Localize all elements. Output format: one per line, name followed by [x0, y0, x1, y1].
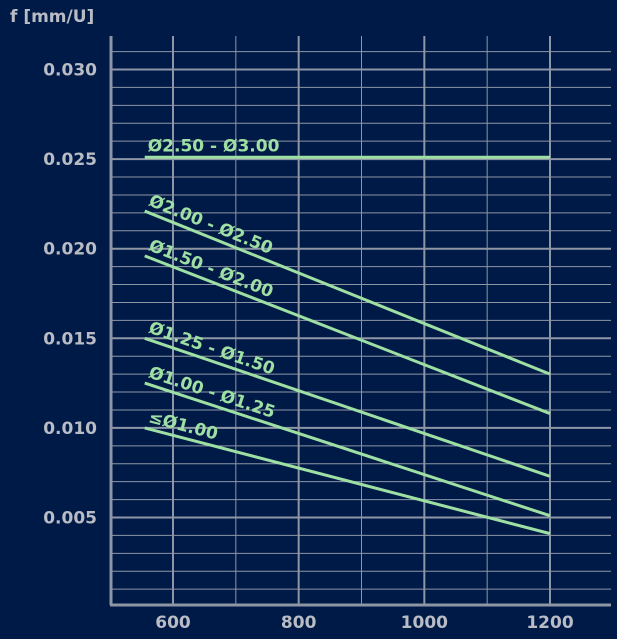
series-line — [144, 254, 551, 415]
grid — [111, 36, 611, 605]
series-lines — [144, 155, 551, 536]
y-tick-label: 0.015 — [43, 329, 97, 349]
series-line — [144, 209, 551, 376]
series-line — [144, 426, 551, 536]
y-tick-label: 0.025 — [43, 150, 97, 170]
x-tick-label: 800 — [281, 613, 317, 633]
y-tick-label: 0.020 — [43, 240, 97, 260]
axes: 0.005 0.010 0.015 0.020 0.025 0.030 600 800 1000… — [43, 36, 611, 633]
x-tick-label: 1200 — [526, 613, 573, 633]
y-axis-title: f [mm/U] — [10, 7, 94, 27]
y-tick-label: 0.005 — [43, 509, 97, 529]
x-tick-label: 600 — [155, 613, 191, 633]
y-tick-label: 0.010 — [43, 419, 97, 439]
x-tick-label: 1000 — [401, 613, 448, 633]
series-label: Ø2.50 - Ø3.00 — [148, 136, 280, 156]
y-tick-label: 0.030 — [43, 61, 97, 81]
series-line — [144, 336, 551, 478]
series-line — [144, 381, 551, 518]
